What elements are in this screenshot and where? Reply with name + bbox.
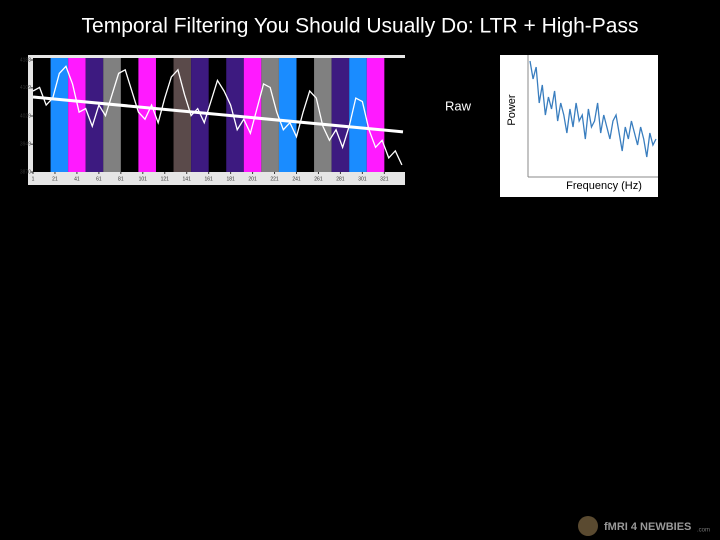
x-tick-label: 201 xyxy=(248,176,257,182)
y-axis-label: Power xyxy=(506,94,518,126)
condition-block xyxy=(331,58,350,172)
x-tick-label: 61 xyxy=(96,176,102,182)
y-tick-label: 4109 xyxy=(20,85,31,91)
x-tick-label: 101 xyxy=(139,176,148,182)
condition-block xyxy=(349,58,367,172)
condition-block xyxy=(50,58,69,172)
condition-block xyxy=(85,58,104,172)
x-tick-label: 241 xyxy=(292,176,301,182)
condition-block xyxy=(243,58,262,172)
data-line xyxy=(32,65,403,166)
condition-block xyxy=(173,58,192,172)
x-axis-label: Frequency (Hz) xyxy=(566,180,642,192)
logo-suffix: .com xyxy=(697,528,710,534)
x-tick-label: 221 xyxy=(270,176,279,182)
y-tick-label: 4188 xyxy=(20,57,31,63)
x-tick-label: 21 xyxy=(52,176,58,182)
condition-block xyxy=(261,58,279,172)
x-tick-label: 41 xyxy=(74,176,80,182)
x-tick-label: 301 xyxy=(358,176,367,182)
spectrum-frame xyxy=(500,55,658,197)
y-tick-label: 3949 xyxy=(20,142,31,148)
x-tick-label: 1 xyxy=(32,176,35,182)
x-tick-label: 321 xyxy=(380,176,389,182)
logo-text: fMRI 4 NEWBIES xyxy=(604,521,691,533)
x-tick-label: 281 xyxy=(336,176,345,182)
x-tick-label: 121 xyxy=(161,176,170,182)
data-line xyxy=(529,60,657,158)
condition-block xyxy=(68,58,86,172)
x-tick-label: 161 xyxy=(204,176,213,182)
condition-block xyxy=(278,58,297,172)
x-tick-label: 81 xyxy=(118,176,124,182)
y-tick-label: 3870 xyxy=(20,169,31,175)
x-tick-label: 181 xyxy=(226,176,235,182)
x-tick-label: 141 xyxy=(183,176,192,182)
condition-block xyxy=(191,58,209,172)
slide-title: Temporal Filtering You Should Usually Do… xyxy=(82,15,639,38)
x-tick-label: 261 xyxy=(314,176,323,182)
y-tick-label: 4029 xyxy=(20,113,31,119)
condition-block xyxy=(103,58,121,172)
condition-block xyxy=(366,58,385,172)
series-label: Raw xyxy=(445,98,472,113)
condition-block xyxy=(314,58,332,172)
logo-icon xyxy=(578,516,598,536)
trend-line xyxy=(32,95,404,134)
